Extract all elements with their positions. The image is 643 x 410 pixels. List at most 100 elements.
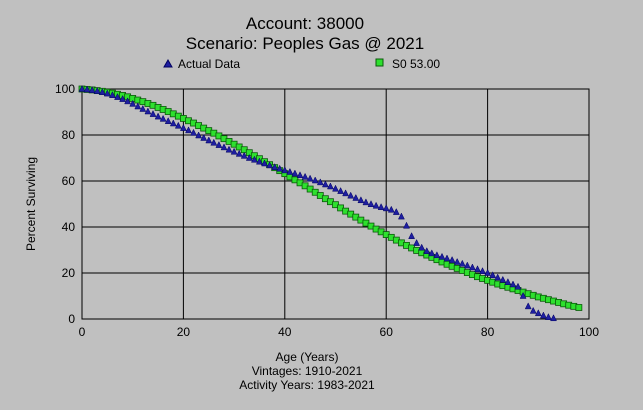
actual-point	[357, 196, 365, 204]
actual-point	[494, 273, 502, 281]
actual-point	[484, 268, 492, 276]
actual-point	[332, 184, 339, 192]
actual-point	[144, 107, 152, 115]
actual-point	[387, 205, 395, 213]
actual-point	[423, 247, 431, 254]
chart-title: Account: 38000	[246, 14, 364, 33]
actual-point	[438, 252, 446, 260]
actual-point	[200, 133, 208, 141]
actual-point	[255, 157, 263, 165]
actual-point	[392, 208, 400, 215]
y-tick-label: 40	[62, 220, 76, 234]
actual-point	[179, 124, 187, 131]
actual-point	[154, 112, 162, 120]
actual-point	[458, 259, 466, 267]
legend-fitted-label: S0 53.00	[392, 57, 440, 71]
actual-point	[301, 172, 309, 180]
actual-point	[539, 311, 547, 319]
y-tick-label: 80	[62, 128, 76, 142]
actual-point	[185, 126, 192, 134]
actual-point	[377, 203, 385, 210]
actual-point	[103, 89, 111, 97]
actual-point	[98, 88, 106, 95]
actual-point	[164, 117, 172, 124]
actual-point	[550, 314, 557, 322]
actual-point	[367, 200, 375, 207]
actual-point	[352, 193, 360, 201]
actual-point	[281, 166, 289, 174]
actual-point	[519, 291, 527, 299]
actual-point	[524, 302, 532, 310]
x-tick-label: 80	[481, 325, 495, 339]
vintages-note: Vintages: 1910-2021	[252, 364, 363, 378]
actual-point	[382, 204, 390, 212]
actual-point	[342, 189, 350, 197]
y-tick-label: 60	[62, 174, 76, 188]
fitted-point	[575, 304, 583, 311]
actual-point	[276, 164, 284, 172]
legend: Actual Data S0 53.00	[163, 57, 440, 71]
actual-point	[286, 167, 294, 175]
actual-point	[311, 176, 319, 184]
actual-point	[93, 87, 101, 94]
actual-point	[235, 149, 243, 157]
actual-point	[230, 147, 238, 155]
actual-point	[321, 180, 329, 188]
actual-point	[306, 174, 314, 182]
actual-point	[403, 221, 410, 229]
x-tick-label: 100	[579, 325, 599, 339]
actual-point	[509, 280, 517, 288]
actual-point	[169, 119, 177, 127]
x-tick-label: 60	[380, 325, 394, 339]
actual-point	[397, 212, 405, 220]
actual-point	[245, 153, 253, 161]
actual-point	[139, 104, 147, 112]
actual-point	[489, 271, 497, 279]
actual-point	[468, 263, 476, 271]
actual-point	[413, 239, 421, 246]
actual-point	[544, 313, 552, 320]
y-axis-ticks: 0 20 40 60 80 100	[55, 82, 75, 326]
actual-point	[428, 249, 436, 257]
actual-point	[474, 265, 481, 273]
actual-point	[250, 155, 258, 163]
actual-point	[433, 251, 441, 259]
actual-point	[88, 86, 96, 93]
actual-point	[83, 85, 91, 93]
actual-point	[499, 275, 507, 283]
x-axis-label: Age (Years)	[276, 350, 339, 364]
legend-triangle-icon	[163, 58, 173, 68]
actual-point	[114, 93, 121, 100]
actual-point	[174, 121, 182, 129]
actual-point	[479, 267, 486, 274]
actual-point	[291, 169, 299, 177]
actual-point	[504, 278, 512, 285]
actual-point	[215, 141, 223, 148]
actual-point	[453, 257, 461, 265]
actual-point	[316, 178, 324, 186]
actual-point	[266, 161, 274, 169]
actual-point	[225, 145, 233, 153]
actual-point	[240, 151, 248, 159]
actual-point	[261, 159, 268, 167]
actual-point	[347, 191, 355, 199]
actual-point	[408, 232, 416, 239]
activity-years-note: Activity Years: 1983-2021	[239, 378, 375, 392]
actual-point	[296, 171, 304, 179]
actual-data-series	[78, 84, 557, 322]
actual-point	[443, 254, 451, 262]
y-tick-label: 100	[55, 82, 75, 96]
actual-point	[190, 128, 197, 136]
actual-point	[210, 138, 218, 146]
legend-square-icon	[375, 58, 384, 67]
legend-actual-label: Actual Data	[178, 57, 240, 71]
actual-point	[514, 282, 522, 290]
actual-point	[337, 187, 345, 194]
gridlines	[81, 88, 590, 320]
actual-point	[159, 114, 167, 122]
actual-point	[205, 136, 213, 144]
actual-point	[220, 143, 228, 151]
x-axis-ticks: 0 20 40 60 80 100	[79, 325, 600, 339]
